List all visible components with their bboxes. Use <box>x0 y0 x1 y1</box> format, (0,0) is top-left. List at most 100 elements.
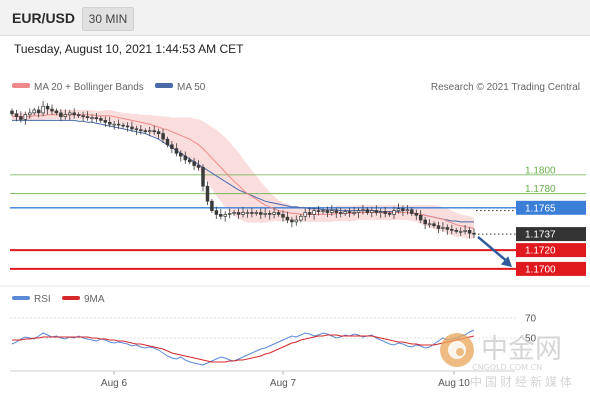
candle <box>427 219 432 228</box>
candle <box>445 224 450 235</box>
rsi-ma9-line <box>12 334 475 363</box>
candle <box>454 228 459 234</box>
rsi-line <box>11 329 475 366</box>
candle <box>183 151 188 164</box>
candle <box>214 206 219 219</box>
candle <box>410 207 414 216</box>
candle <box>267 210 272 220</box>
candle <box>68 109 72 121</box>
watermark-url: CNGOLD.COM.CN <box>472 363 542 372</box>
candle <box>356 207 361 218</box>
candle <box>134 125 139 136</box>
ma20-line <box>12 114 475 229</box>
candlesticks <box>10 100 476 239</box>
candle <box>276 210 281 217</box>
candle <box>156 128 161 139</box>
bollinger-band <box>12 110 474 239</box>
candle <box>343 209 347 216</box>
candle <box>219 209 223 220</box>
candle <box>54 108 59 116</box>
candle <box>467 227 472 239</box>
ma50-line <box>12 119 474 223</box>
candle <box>112 121 116 130</box>
candle <box>392 206 396 219</box>
candle <box>418 210 423 224</box>
candle <box>187 157 192 165</box>
forecast-arrow-shaft <box>477 235 510 264</box>
candle <box>254 210 259 216</box>
candle <box>272 207 276 219</box>
candle <box>139 125 143 135</box>
rsi-tick-70: 70 <box>525 314 537 325</box>
candle <box>121 122 125 129</box>
candle <box>259 208 263 219</box>
x-axis: Aug 6 Aug 7 Aug 10 <box>101 371 470 389</box>
candle <box>32 107 36 116</box>
candle <box>321 208 325 214</box>
level-tag-label-1-1765: 1.1765 <box>525 203 556 214</box>
candle <box>285 211 290 224</box>
forecast-arrow <box>477 235 512 267</box>
candle <box>241 207 245 218</box>
support-resistance-levels <box>10 174 586 270</box>
chart-legend: MA 20 + Bollinger Bands MA 50 Research ©… <box>12 82 580 93</box>
ma9-legend-label: 9MA <box>84 294 105 305</box>
candle <box>85 111 90 121</box>
candle <box>387 211 392 217</box>
candle <box>94 113 99 123</box>
candle <box>339 207 343 218</box>
level-tag-label-1-1720: 1.1720 <box>525 246 556 257</box>
symbol-label: EUR/USD <box>12 10 76 26</box>
candle <box>401 205 405 216</box>
watermark: 中金网 CNGOLD.COM.CN 中国财经新媒体 <box>440 333 575 389</box>
candle <box>352 207 356 216</box>
candle <box>330 205 334 216</box>
ma50-legend-swatch <box>155 83 173 88</box>
rsi-tick-50: 50 <box>525 334 537 345</box>
candle <box>450 224 454 235</box>
datetime-label: Tuesday, August 10, 2021 1:44:53 AM CET <box>14 42 244 56</box>
candle <box>458 227 463 236</box>
candle <box>294 215 299 226</box>
candle <box>263 208 267 218</box>
candle <box>281 210 285 222</box>
ma9-legend-swatch <box>62 296 80 300</box>
ma20-legend-label: MA 20 + Bollinger Bands <box>34 82 144 93</box>
candle <box>192 157 196 171</box>
candle <box>179 150 183 162</box>
candle <box>245 209 250 218</box>
rsi-legend-label: RSI <box>34 294 51 305</box>
x-tick-label: Aug 6 <box>101 378 128 389</box>
candle <box>103 116 108 127</box>
candle <box>196 160 201 171</box>
level-label-1-1800: 1.1800 <box>525 165 556 176</box>
x-tick-label: Aug 10 <box>438 378 470 389</box>
chart-header: EUR/USD 30 MIN <box>0 0 590 36</box>
candle <box>414 209 419 220</box>
candle <box>76 112 81 118</box>
candle <box>90 114 94 123</box>
candle <box>334 207 339 218</box>
last-price-label: 1.1737 <box>525 230 556 241</box>
candle <box>303 208 307 221</box>
candle <box>23 111 28 125</box>
candle <box>205 181 210 206</box>
candle <box>227 208 232 219</box>
level-label-1-1780: 1.1780 <box>525 184 556 195</box>
candle <box>463 225 467 235</box>
research-credit: Research © 2021 Trading Central <box>431 82 580 93</box>
candle <box>108 116 112 128</box>
level-tag-label-1-1700: 1.1700 <box>525 264 556 275</box>
timeframe-button[interactable]: 30 MIN <box>82 7 134 31</box>
rsi-legend: RSI 9MA <box>12 294 105 305</box>
candle <box>41 100 45 116</box>
candle <box>210 198 214 213</box>
candle <box>125 122 130 132</box>
candle <box>14 109 19 122</box>
candle <box>347 207 352 218</box>
candle <box>307 207 312 218</box>
watermark-tagline: 中国财经新媒体 <box>470 374 575 389</box>
ma50-legend-label: MA 50 <box>177 82 206 93</box>
